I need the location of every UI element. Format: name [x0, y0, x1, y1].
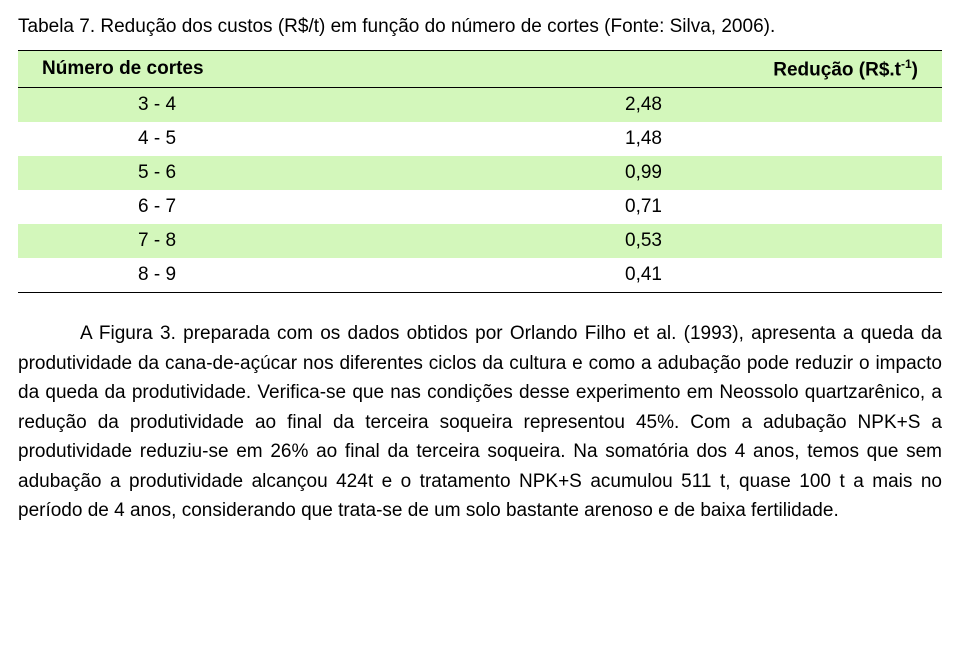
- col-header-reducao: Redução (R$.t-1): [317, 51, 942, 88]
- cell: 1,48: [317, 122, 942, 156]
- paragraph-text: A Figura 3. preparada com os dados obtid…: [18, 323, 942, 521]
- cell: 0,71: [317, 190, 942, 224]
- cell: 3 - 4: [18, 88, 317, 123]
- table-row: 5 - 6 0,99: [18, 156, 942, 190]
- cell: 4 - 5: [18, 122, 317, 156]
- table-header-row: Número de cortes Redução (R$.t-1): [18, 51, 942, 88]
- cell: 0,53: [317, 224, 942, 258]
- table-row: 6 - 7 0,71: [18, 190, 942, 224]
- table-row: 3 - 4 2,48: [18, 88, 942, 123]
- cell: 0,41: [317, 258, 942, 293]
- table-caption: Tabela 7. Redução dos custos (R$/t) em f…: [18, 16, 942, 38]
- cell: 2,48: [317, 88, 942, 123]
- cell: 0,99: [317, 156, 942, 190]
- cell: 5 - 6: [18, 156, 317, 190]
- body-paragraph: A Figura 3. preparada com os dados obtid…: [18, 319, 942, 525]
- table-row: 8 - 9 0,41: [18, 258, 942, 293]
- cell: 7 - 8: [18, 224, 317, 258]
- table-row: 4 - 5 1,48: [18, 122, 942, 156]
- data-table: Número de cortes Redução (R$.t-1) 3 - 4 …: [18, 50, 942, 293]
- col-header-cortes: Número de cortes: [18, 51, 317, 88]
- table-row: 7 - 8 0,53: [18, 224, 942, 258]
- cell: 6 - 7: [18, 190, 317, 224]
- cell: 8 - 9: [18, 258, 317, 293]
